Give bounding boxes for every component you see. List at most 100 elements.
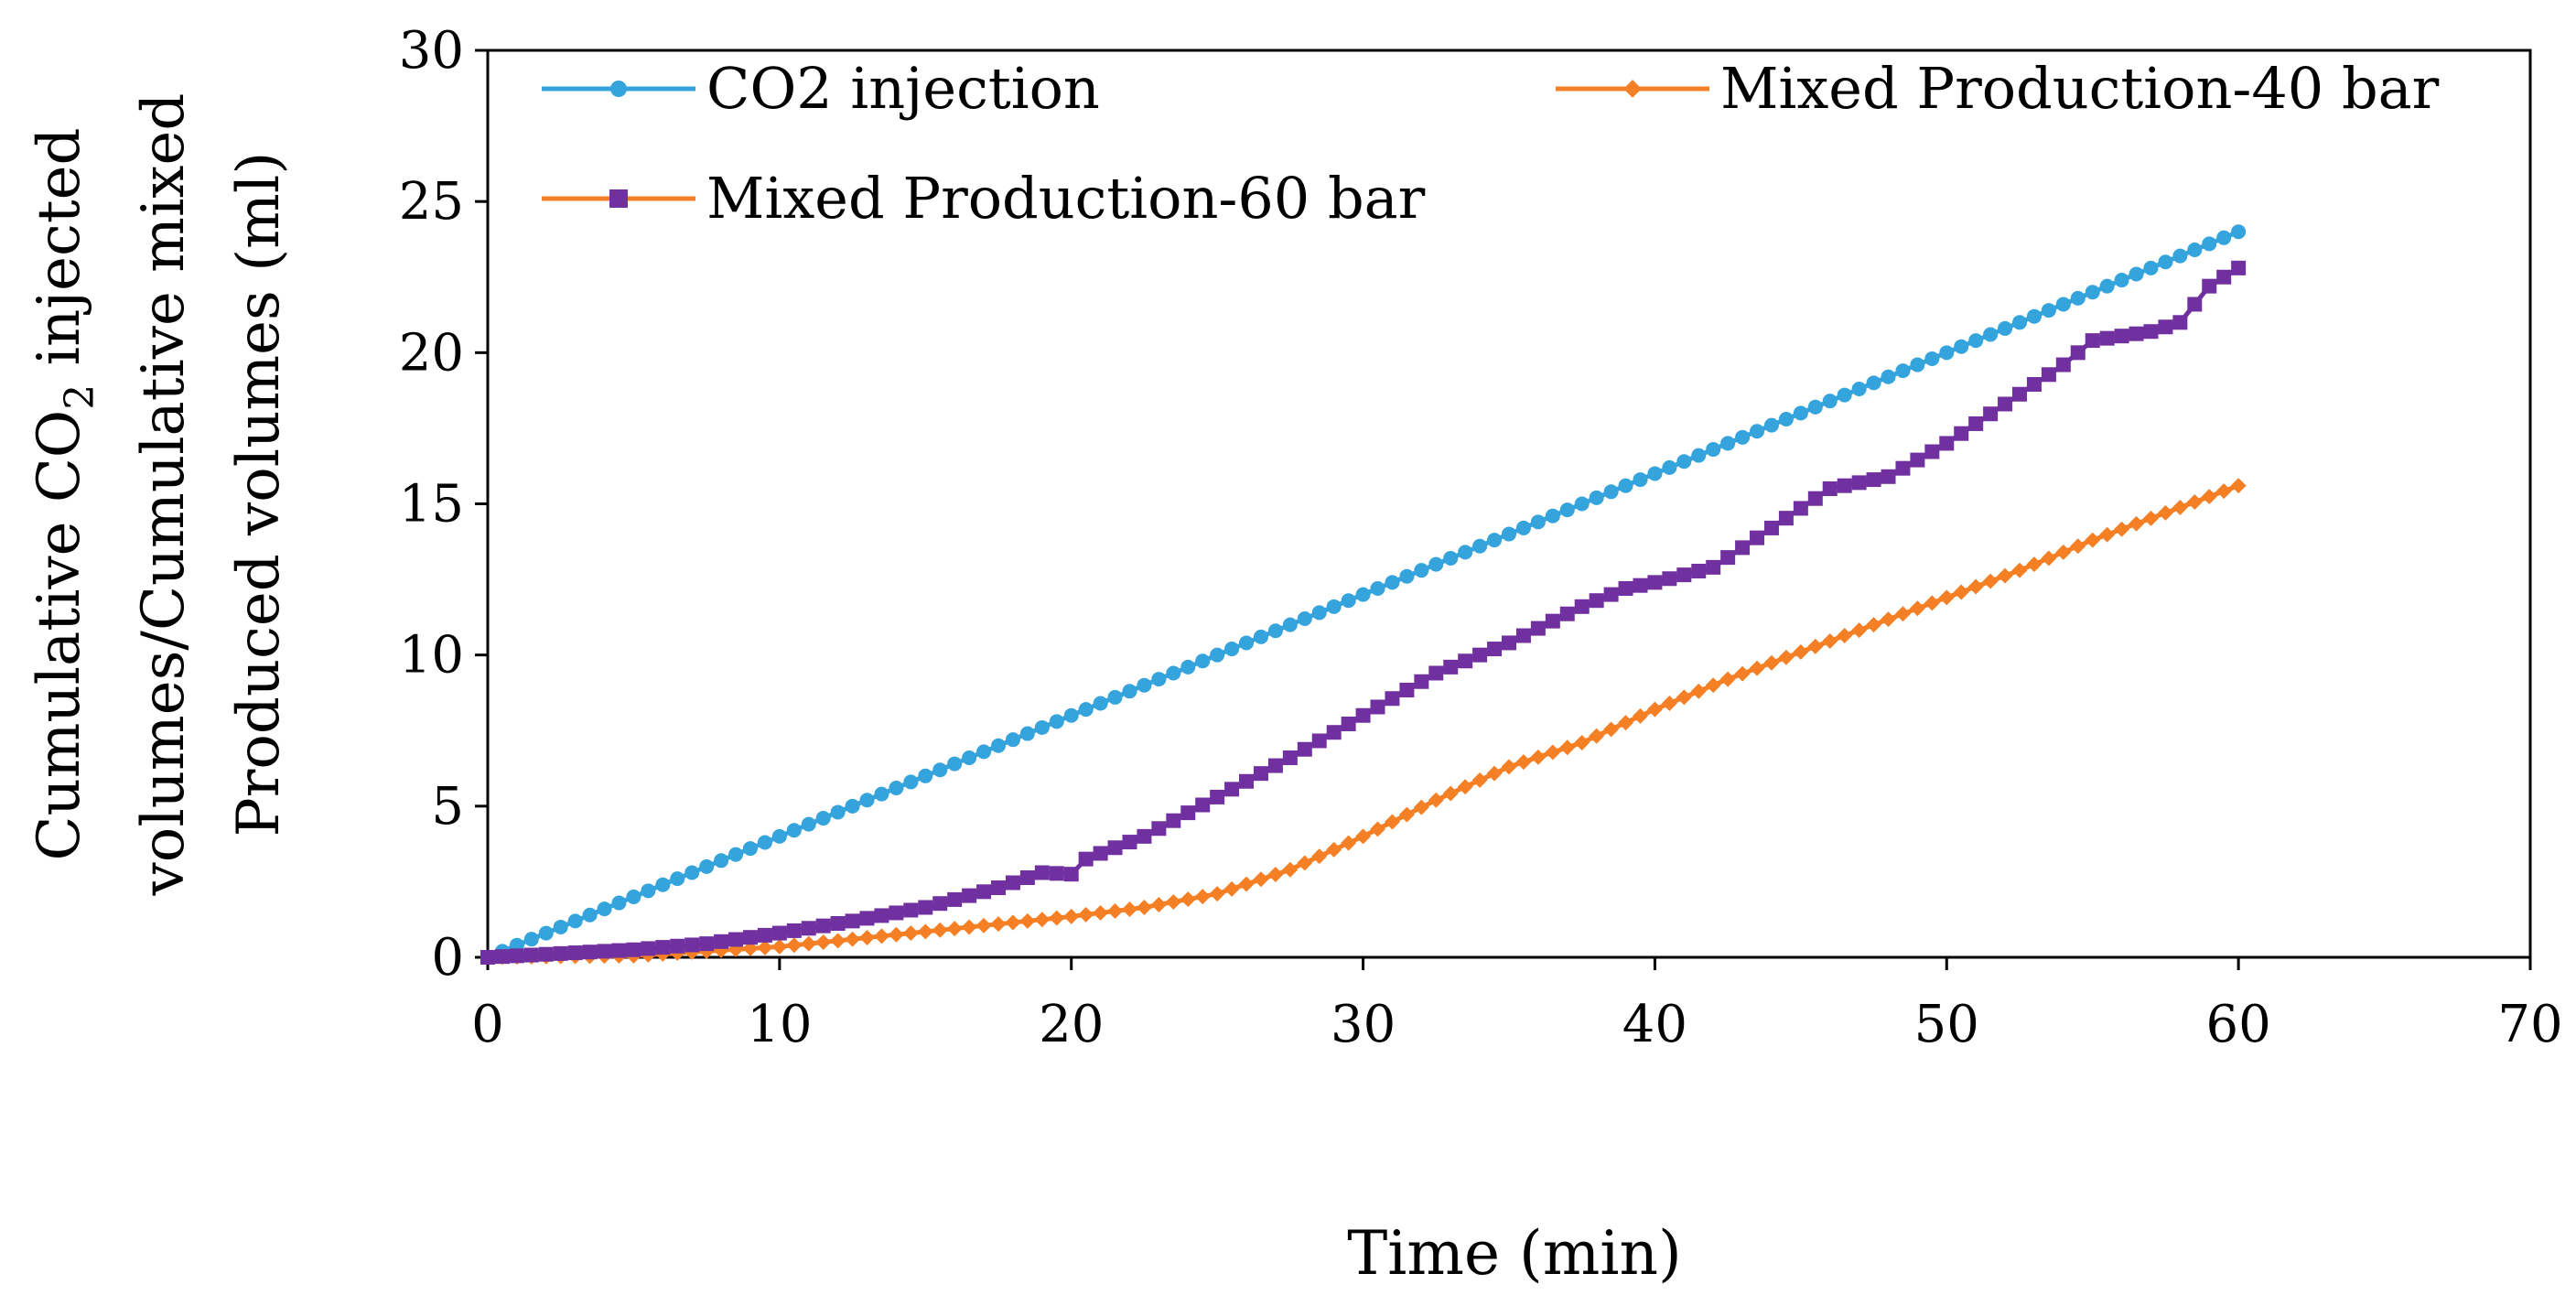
data-point — [1224, 642, 1240, 657]
data-point — [991, 738, 1006, 753]
series-co2-injection — [480, 224, 2247, 965]
y-tick-label: 10 — [399, 626, 464, 685]
data-point — [1049, 714, 1064, 729]
x-tick-label: 40 — [1622, 995, 1687, 1054]
data-point — [1866, 375, 1881, 391]
data-point — [1194, 889, 1211, 905]
legend-item-mixed-production-40-bar: Mixed Production-40 bar — [1556, 55, 2440, 122]
data-point — [655, 877, 671, 892]
data-point — [932, 922, 948, 938]
data-point — [1005, 732, 1020, 748]
data-point — [1341, 593, 1356, 609]
data-point — [1267, 758, 1283, 773]
data-point — [932, 762, 948, 778]
x-tick-label: 20 — [1039, 995, 1104, 1054]
data-point — [1399, 568, 1415, 584]
data-point — [1778, 412, 1794, 427]
data-point — [1414, 674, 1429, 689]
data-point — [597, 944, 612, 959]
data-point — [1822, 632, 1838, 649]
data-point — [2055, 357, 2071, 372]
data-point — [1239, 773, 1255, 789]
y-tick-label: 20 — [399, 323, 464, 383]
data-point — [815, 811, 831, 826]
data-point — [2216, 269, 2232, 285]
data-point — [1530, 749, 1547, 765]
data-point — [1574, 496, 1590, 512]
data-point — [1910, 357, 1925, 372]
data-point — [1676, 689, 1692, 706]
data-point — [1311, 733, 1327, 749]
data-point — [1487, 642, 1503, 657]
data-point — [771, 925, 787, 941]
data-point — [1137, 677, 1152, 693]
data-point — [2231, 260, 2247, 275]
data-point — [1662, 459, 1677, 475]
data-point — [2085, 532, 2101, 548]
data-point — [480, 950, 495, 965]
data-point — [1093, 904, 1109, 921]
data-point — [1763, 417, 1779, 433]
data-point — [1078, 906, 1094, 923]
data-point — [975, 917, 992, 934]
data-point — [1968, 333, 1984, 349]
data-point — [1822, 394, 1838, 409]
data-point — [2129, 326, 2144, 341]
data-point — [830, 916, 846, 932]
data-point — [2202, 278, 2217, 294]
data-point — [1326, 841, 1342, 858]
data-point — [2143, 510, 2159, 526]
data-point — [902, 925, 919, 942]
data-point — [947, 756, 963, 772]
data-point — [2055, 297, 2071, 312]
data-point — [2230, 478, 2247, 494]
data-point — [815, 918, 831, 934]
data-point — [1341, 835, 1357, 851]
data-point — [2114, 273, 2129, 288]
data-point — [1137, 828, 1152, 844]
data-point — [2041, 367, 2056, 383]
data-point — [889, 905, 904, 921]
x-tick-label: 50 — [1914, 995, 1979, 1054]
data-point — [903, 902, 919, 918]
data-point — [494, 949, 510, 965]
data-point — [1618, 580, 1633, 596]
data-point — [1502, 526, 1516, 542]
data-point — [2201, 489, 2217, 505]
data-point — [1341, 716, 1356, 731]
y-tick-label: 5 — [431, 777, 464, 836]
data-point — [786, 823, 802, 838]
data-point — [801, 935, 817, 952]
data-point — [1078, 702, 1094, 718]
data-point — [1385, 575, 1400, 590]
data-point — [1063, 707, 1079, 723]
data-point — [1209, 886, 1225, 902]
data-point — [1267, 623, 1283, 639]
y-tick-label: 25 — [399, 172, 464, 232]
data-point — [1502, 635, 1516, 651]
data-point — [757, 939, 773, 955]
data-point — [1166, 813, 1181, 828]
data-point — [1589, 728, 1605, 744]
data-point — [1151, 821, 1167, 836]
data-point — [1603, 721, 1620, 738]
data-point — [1282, 861, 1299, 878]
data-point — [962, 750, 977, 765]
data-point — [1413, 799, 1429, 815]
data-point — [801, 921, 816, 936]
data-point — [1122, 684, 1137, 699]
data-point — [1705, 677, 1721, 694]
data-point — [1924, 595, 1940, 611]
data-point — [567, 913, 583, 929]
data-point — [1735, 540, 1751, 556]
data-point — [1005, 914, 1021, 931]
data-point — [699, 858, 715, 874]
data-point — [2187, 243, 2203, 258]
data-point — [1676, 567, 1692, 583]
data-point — [786, 937, 803, 954]
data-point — [2026, 556, 2042, 573]
data-point — [1910, 452, 1925, 468]
data-point — [1515, 628, 1531, 643]
data-point — [1720, 436, 1736, 451]
data-point — [1895, 460, 1911, 476]
